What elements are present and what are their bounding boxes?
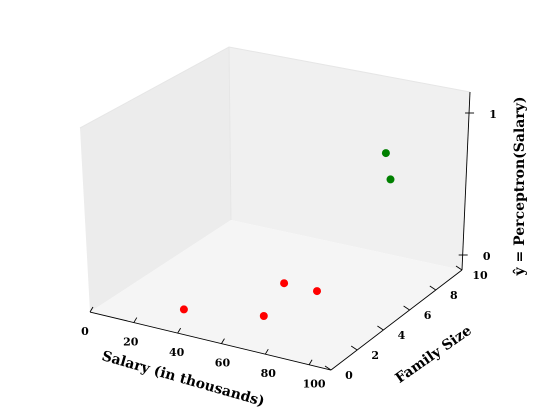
x-tick xyxy=(264,348,269,355)
x-tick xyxy=(133,317,138,323)
x-tick-label: 40 xyxy=(169,346,185,359)
y-axis-line xyxy=(330,269,463,371)
x-tick xyxy=(308,359,313,365)
z-axis-line xyxy=(461,91,471,271)
x-tick-label: 20 xyxy=(123,336,139,349)
z-axis-label: ŷ = Perceptron(Salary) xyxy=(511,97,528,277)
z-tick-label: 0 xyxy=(483,250,491,263)
x-axis-line xyxy=(89,311,332,371)
pane-edge-vertical xyxy=(228,46,232,221)
z-axis: 01 xyxy=(458,91,497,271)
x-tick xyxy=(177,327,182,334)
back-right-pane xyxy=(229,47,470,270)
y-tick-label: 4 xyxy=(398,329,406,342)
back-left-pane xyxy=(80,47,231,312)
y-tick-label: 6 xyxy=(424,309,432,322)
y-tick xyxy=(377,325,384,331)
data-point xyxy=(381,149,390,158)
y-tick-label: 10 xyxy=(472,269,488,282)
x-axis: 0 20 40 60 80 100 xyxy=(81,306,332,391)
x-tick-label: 0 xyxy=(81,325,89,338)
x-tick-label: 100 xyxy=(303,378,326,391)
y-tick xyxy=(455,265,463,271)
y-tick-label: 2 xyxy=(371,349,379,362)
x-tick-label: 80 xyxy=(261,367,277,380)
x-tick xyxy=(89,306,94,313)
z-tick-label: 1 xyxy=(489,108,497,121)
data-point xyxy=(313,287,321,296)
data-point xyxy=(179,305,188,314)
data-points xyxy=(179,149,395,320)
x-tick xyxy=(221,338,225,344)
floor-pane xyxy=(90,220,462,370)
y-tick xyxy=(350,345,358,351)
y-tick xyxy=(324,365,332,371)
y-tick-label: 8 xyxy=(450,289,458,302)
y-tick xyxy=(403,305,410,311)
data-point xyxy=(259,312,268,320)
data-point xyxy=(386,175,395,184)
x-tick-label: 60 xyxy=(215,357,231,370)
y-tick-label: 0 xyxy=(345,369,353,382)
y-axis: 0 2 4 6 8 10 xyxy=(324,265,488,382)
data-point xyxy=(280,279,289,288)
y-tick xyxy=(429,285,437,291)
